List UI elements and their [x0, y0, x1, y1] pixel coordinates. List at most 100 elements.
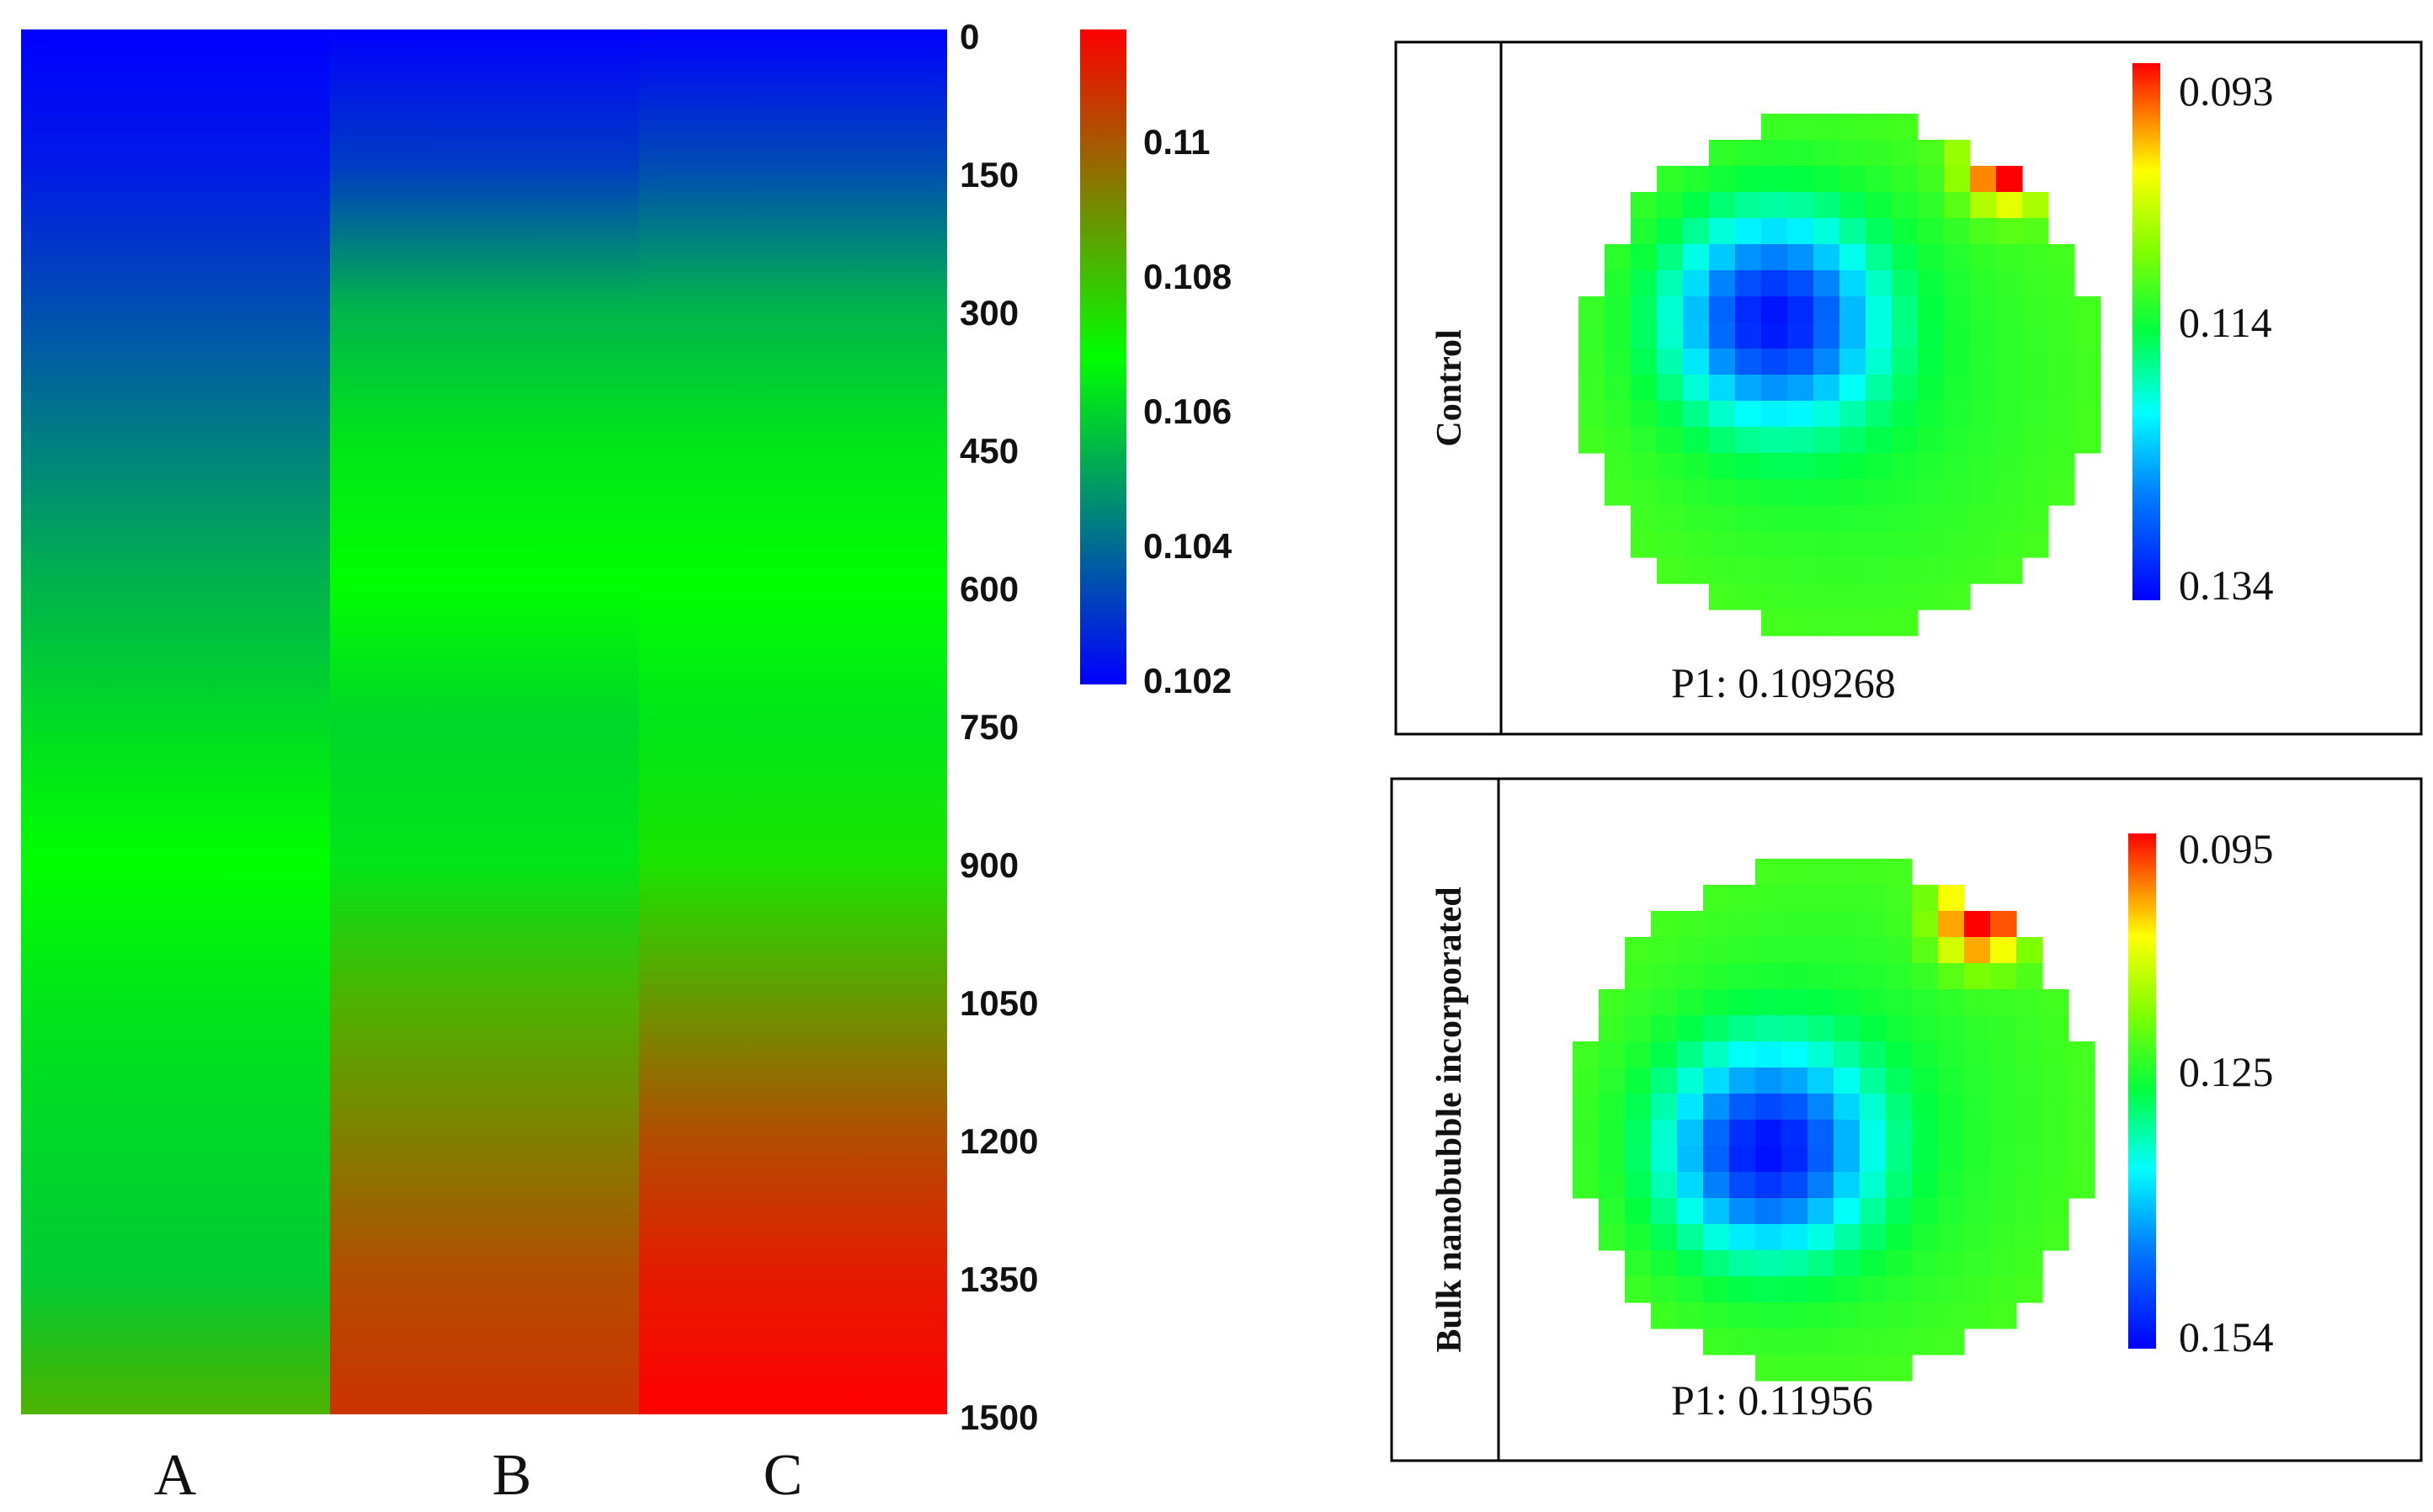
nanobubble-pixel — [1729, 1250, 1756, 1277]
nanobubble-pixel — [1807, 1172, 1834, 1199]
control-pixel — [1839, 322, 1866, 349]
nanobubble-pixel — [1781, 963, 1808, 990]
y-tick-5: 750 — [960, 707, 1019, 747]
nanobubble-pixel — [1834, 1224, 1861, 1251]
control-pixel — [1839, 610, 1866, 636]
nanobubble-pixel — [1912, 1276, 1939, 1303]
nanobubble-pixel — [1912, 885, 1939, 912]
nanobubble-pixel — [1625, 1041, 1652, 1068]
nanobubble-pixel — [1573, 1094, 1600, 1121]
control-pixel — [1970, 531, 1997, 558]
control-pixel — [1918, 531, 1945, 558]
nanobubble-pixel — [1990, 1146, 2017, 1173]
nanobubble-pixel — [1807, 885, 1834, 912]
control-pixel — [1631, 349, 1658, 375]
control-pixel — [1683, 244, 1710, 271]
control-pixel — [2048, 270, 2075, 297]
control-pixel — [1657, 375, 1684, 402]
nanobubble-pixel — [1886, 1120, 1913, 1147]
nanobubble-pixel — [1807, 963, 1834, 990]
nanobubble-pixel — [1886, 1146, 1913, 1173]
control-pixel — [1631, 296, 1658, 323]
control-pixel — [1709, 479, 1736, 506]
control-pixel — [1839, 401, 1866, 428]
control-pixel — [1735, 244, 1762, 271]
nanobubble-pixel — [1781, 937, 1808, 964]
control-pixel — [1813, 166, 1840, 193]
nanobubble-pixel — [1807, 1041, 1834, 1068]
control-pixel — [1892, 427, 1919, 454]
nanobubble-pixel — [1625, 937, 1652, 964]
nanobubble-pixel — [1912, 1041, 1939, 1068]
control-pixel — [1944, 427, 1971, 454]
y-tick-6: 900 — [960, 845, 1019, 885]
nanobubble-pixel — [1860, 1198, 1887, 1225]
control-pixel — [1866, 583, 1893, 610]
control-pixel — [2048, 349, 2075, 375]
control-pixel — [1709, 401, 1736, 428]
control-pixel — [1970, 349, 1997, 375]
control-pixel — [2074, 375, 2101, 402]
nanobubble-pixel — [1651, 1146, 1678, 1173]
nanobubble-pixel — [2042, 1120, 2069, 1147]
control-pixel — [1813, 505, 1840, 532]
control-pixel — [1579, 427, 1605, 454]
nanobubble-pixel — [1729, 1328, 1756, 1355]
nanobubble-pixel — [1755, 1250, 1782, 1277]
control-pixel — [1892, 140, 1919, 167]
nanobubble-pixel — [1755, 1172, 1782, 1199]
control-pixel — [1761, 531, 1788, 558]
control-pixel — [1761, 349, 1788, 375]
control-panel-label: Control — [1430, 329, 1469, 446]
nanobubble-pixel — [1938, 1015, 1965, 1042]
nanobubble-pixel — [1755, 963, 1782, 990]
control-pixel — [1866, 453, 1893, 480]
nanobubble-pixel — [1599, 1146, 1626, 1173]
control-pixel — [1918, 270, 1945, 297]
control-pixel — [2022, 453, 2049, 480]
control-pixel — [1657, 322, 1684, 349]
control-pixel — [2048, 375, 2075, 402]
nanobubble-pixel — [1755, 859, 1782, 886]
column-label-B: B — [492, 1443, 532, 1508]
control-pixel — [1970, 557, 1997, 584]
control-pixel — [1787, 218, 1814, 245]
nanobubble-pixel — [1729, 1224, 1756, 1251]
nanobubble-pixel — [1729, 937, 1756, 964]
control-pixel — [1761, 401, 1788, 428]
nanobubble-pixel — [1625, 1224, 1652, 1251]
control-pixel — [1996, 322, 2023, 349]
control-pixel — [1605, 349, 1632, 375]
nanobubble-pixel — [1834, 1276, 1861, 1303]
control-pixel — [1735, 296, 1762, 323]
control-pixel — [1657, 166, 1684, 193]
control-pixel — [1866, 401, 1893, 428]
control-pixel — [1761, 557, 1788, 584]
y-tick-2: 300 — [960, 293, 1019, 333]
control-pixel — [1579, 349, 1605, 375]
control-pixel — [1866, 322, 1893, 349]
nanobubble-pixel — [2016, 1198, 2043, 1225]
control-pixel — [1709, 375, 1736, 402]
control-pixel — [1761, 479, 1788, 506]
control-pixel — [1657, 531, 1684, 558]
nanobubble-pixel — [1860, 1224, 1887, 1251]
control-pixel — [1709, 140, 1736, 167]
control-pixel — [1735, 453, 1762, 480]
control-pixel — [1657, 192, 1684, 219]
control-pixel — [1761, 453, 1788, 480]
control-pixel — [1866, 244, 1893, 271]
control-pixel — [1918, 166, 1945, 193]
nanobubble-pixel — [1886, 1224, 1913, 1251]
control-pixel — [1892, 557, 1919, 584]
control-pixel — [1839, 349, 1866, 375]
control-pixel — [1735, 349, 1762, 375]
control-pixel — [1839, 505, 1866, 532]
nanobubble-pixel — [1755, 1094, 1782, 1121]
control-pixel — [1735, 166, 1762, 193]
control-pixel — [1866, 479, 1893, 506]
control-pixel — [1866, 427, 1893, 454]
control-pixel — [1839, 531, 1866, 558]
nanobubble-pixel — [2042, 1094, 2069, 1121]
heatmap-column-C — [639, 29, 947, 1414]
